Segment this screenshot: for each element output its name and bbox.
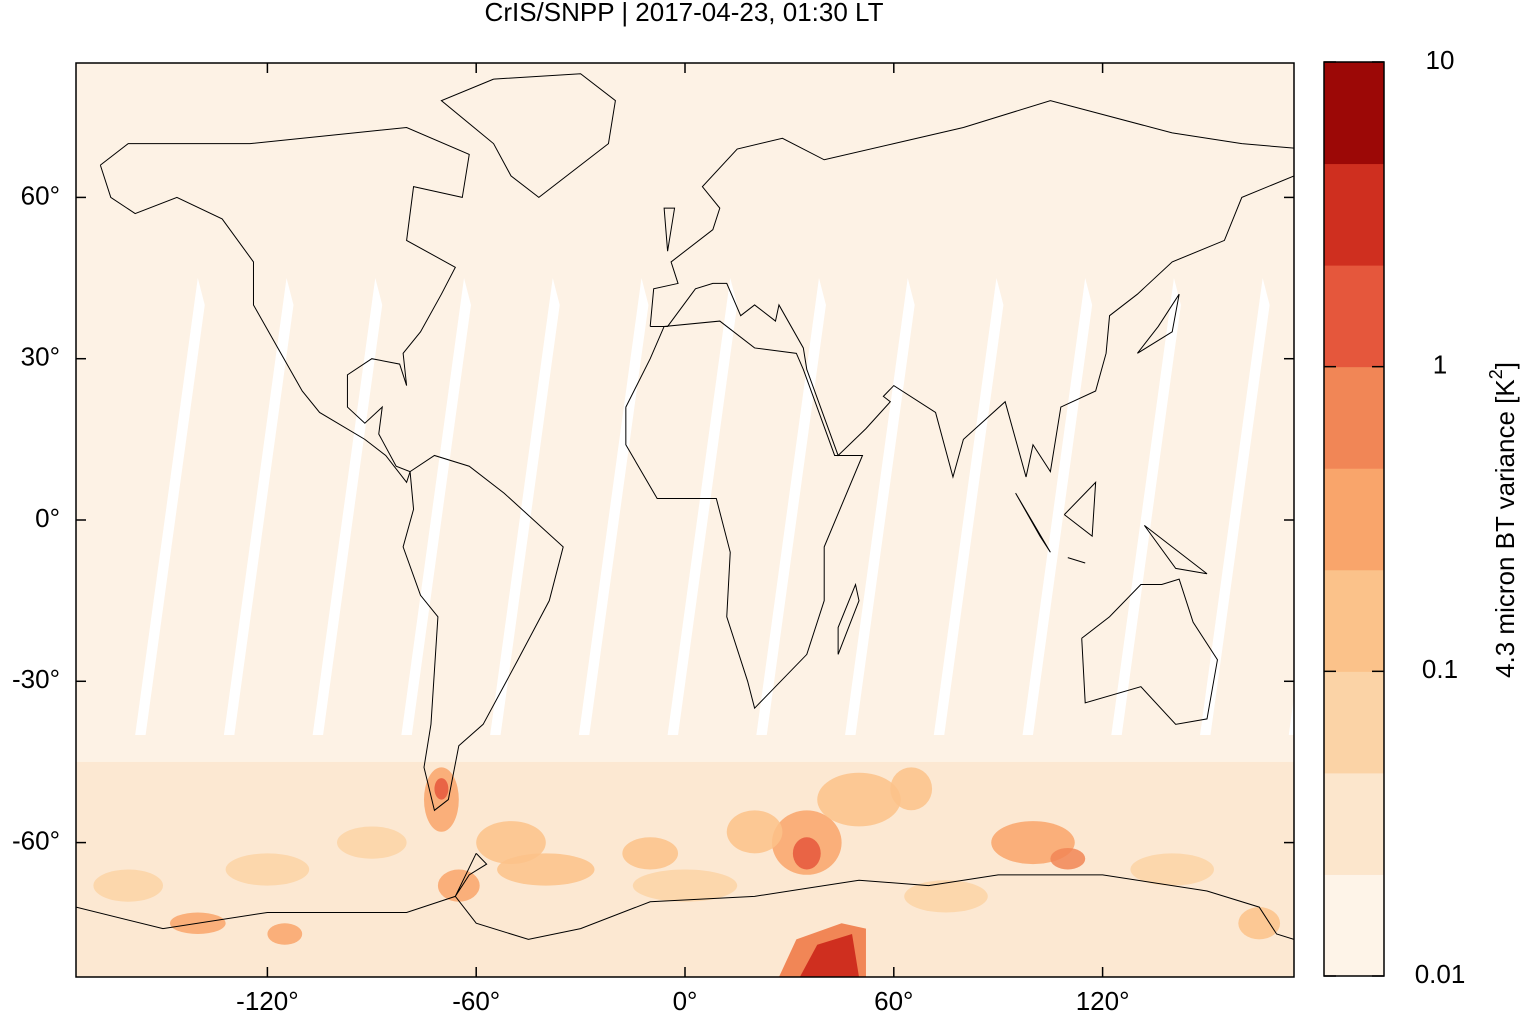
swath-gap — [1022, 278, 1093, 736]
colorbar-label-end: ] — [1490, 362, 1520, 369]
variance-blob — [434, 778, 449, 800]
variance-blob — [1238, 907, 1281, 940]
colorbar-band — [1324, 366, 1384, 469]
variance-blob — [337, 826, 407, 859]
y-tick-label: 60° — [21, 180, 60, 210]
variance-blob — [726, 810, 783, 854]
variance-blob — [424, 767, 459, 832]
coastline — [663, 207, 676, 252]
coastline — [649, 100, 1294, 479]
swath-gap — [845, 278, 915, 736]
coastline — [1081, 578, 1218, 725]
variance-blob — [792, 837, 821, 870]
colorbar-band — [1324, 772, 1384, 875]
coastline — [440, 73, 616, 199]
variance-blob — [1050, 847, 1086, 870]
colorbar-label: 4.3 micron BT variance [K2] — [1486, 362, 1520, 678]
swath-gap — [578, 278, 649, 736]
swath-gap — [933, 278, 1004, 736]
swath-gap — [135, 278, 205, 736]
coastline — [837, 582, 860, 655]
variance-blob — [1130, 853, 1214, 886]
swath-gap — [1111, 278, 1181, 736]
colorbar-frame — [1323, 61, 1385, 977]
swath-gap — [223, 278, 294, 736]
variance-blob — [476, 821, 546, 865]
colorbar-band — [1324, 265, 1384, 368]
colorbar-band — [1324, 569, 1384, 672]
coastline — [1015, 492, 1051, 553]
coastline — [625, 320, 864, 710]
colorbar-tick-label: 0.1 — [1422, 654, 1458, 684]
swath-gap — [756, 278, 826, 736]
coastline — [402, 454, 564, 812]
swath-gap — [667, 278, 738, 736]
coastline — [1143, 524, 1208, 575]
swath-gap — [401, 278, 471, 736]
swath-gap — [1288, 696, 1294, 736]
colorbar-label-text: 4.3 micron BT variance [K — [1490, 379, 1520, 678]
colorbar-band — [1324, 468, 1384, 571]
variance-blob — [93, 869, 163, 902]
swath-gap — [1200, 278, 1270, 736]
colorbar-tick-label: 1 — [1433, 350, 1447, 380]
variance-blob — [890, 767, 933, 811]
colorbar-band — [1324, 163, 1384, 266]
swath-gap — [312, 278, 383, 736]
coastline — [76, 874, 1294, 940]
variance-blob — [437, 869, 480, 902]
variance-blob — [817, 772, 901, 827]
coastline — [99, 127, 470, 484]
y-tick-label: -30° — [12, 664, 60, 694]
variance-blob — [904, 880, 988, 913]
coastline — [1063, 481, 1097, 538]
variance-field — [76, 278, 1294, 977]
y-tick-label: 30° — [21, 342, 60, 372]
x-tick-label: 60° — [874, 986, 913, 1016]
x-tick-label: 120° — [1076, 986, 1130, 1016]
coastlines — [76, 73, 1294, 940]
variance-blob — [632, 869, 738, 902]
variance-hotspot — [799, 933, 859, 977]
colorbar-band — [1324, 874, 1384, 977]
x-tick-label: 0° — [673, 986, 698, 1016]
x-tick-label: -60° — [452, 986, 500, 1016]
colorbar-tick-label: 10 — [1426, 45, 1455, 75]
variance-blob — [497, 853, 595, 886]
x-tick-label: -120° — [236, 986, 298, 1016]
variance-blob — [622, 837, 679, 870]
colorbar-tick-label: 0.01 — [1415, 959, 1466, 989]
y-tick-label: 0° — [35, 503, 60, 533]
variance-blob — [225, 853, 310, 886]
chart-title: CrIS/SNPP | 2017-04-23, 01:30 LT — [485, 0, 884, 27]
colorbar-band — [1324, 62, 1384, 165]
y-tick-label: -60° — [12, 825, 60, 855]
coastline — [1137, 293, 1180, 354]
colorbar-band — [1324, 671, 1384, 774]
colorbar-label-sup: 2 — [1486, 369, 1506, 379]
swath-gap — [490, 278, 560, 736]
coastline — [454, 852, 488, 897]
variance-blob — [267, 923, 303, 945]
coastline — [1067, 557, 1086, 564]
